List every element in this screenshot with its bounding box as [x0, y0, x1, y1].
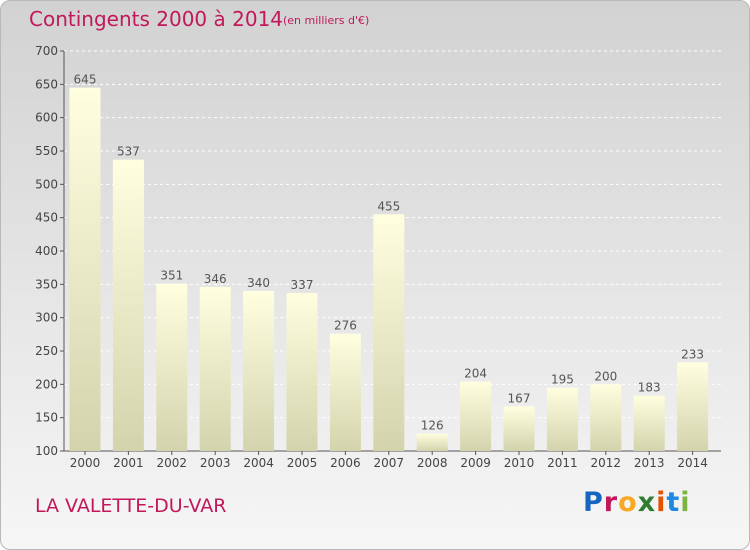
x-tick-label-2006: 2006 [330, 456, 361, 470]
logo-letter: t [666, 487, 681, 518]
x-tick-label-2005: 2005 [287, 456, 318, 470]
x-tick-label-2013: 2013 [634, 456, 665, 470]
x-tick-label-2000: 2000 [70, 456, 101, 470]
y-tick-label: 350 [35, 277, 58, 291]
y-tick-label: 600 [35, 111, 58, 125]
y-tick-label: 100 [35, 444, 58, 458]
x-tick-label-2002: 2002 [157, 456, 188, 470]
x-tick-label-2001: 2001 [113, 456, 144, 470]
y-tick-label: 150 [35, 411, 58, 425]
bar-2010 [503, 406, 535, 451]
bar-2007 [373, 214, 405, 451]
data-label-2010: 167 [508, 391, 531, 405]
bar-2000 [69, 87, 101, 452]
x-tick-label-2009: 2009 [460, 456, 491, 470]
y-tick-label: 650 [35, 77, 58, 91]
x-tick-label-2012: 2012 [591, 456, 622, 470]
data-label-2001: 537 [117, 145, 140, 159]
data-label-2005: 337 [291, 278, 314, 292]
chart-title: Contingents 2000 à 2014 [29, 7, 284, 31]
data-label-2004: 340 [247, 276, 270, 290]
data-label-2002: 351 [160, 269, 183, 283]
bar-2013 [633, 395, 665, 451]
bar-2009 [460, 381, 492, 451]
y-tick-label: 300 [35, 311, 58, 325]
data-label-2013: 183 [638, 381, 661, 395]
data-label-2009: 204 [464, 367, 487, 381]
x-tick-label-2014: 2014 [677, 456, 708, 470]
x-tick-label-2011: 2011 [547, 456, 578, 470]
bar-2008 [416, 433, 448, 451]
bar-2014 [677, 362, 709, 451]
data-labels: 645 537 351 346 340 337 276 455 126 204 167 195 200 1… [74, 73, 705, 433]
bar-2005 [286, 293, 318, 451]
x-tick-label-2008: 2008 [417, 456, 448, 470]
data-label-2003: 346 [204, 272, 227, 286]
logo-letter: i [656, 487, 667, 518]
y-tick-label: 200 [35, 377, 58, 391]
logo-letter: r [603, 487, 619, 518]
bar-2002 [156, 283, 188, 451]
data-label-2007: 455 [377, 199, 400, 213]
x-tick-label-2004: 2004 [243, 456, 274, 470]
bar-2001 [112, 159, 144, 451]
bar-2004 [243, 291, 275, 451]
y-tick-label: 700 [35, 44, 58, 58]
bar-2003 [199, 287, 231, 451]
bar-2006 [329, 333, 361, 451]
x-tick-label-2010: 2010 [504, 456, 535, 470]
x-tick-label-2007: 2007 [374, 456, 405, 470]
data-label-2008: 126 [421, 419, 444, 433]
bars [69, 87, 709, 452]
y-tick-label: 550 [35, 144, 58, 158]
place-name: LA VALETTE-DU-VAR [35, 495, 227, 517]
x-tick-label-2003: 2003 [200, 456, 231, 470]
data-label-2012: 200 [594, 369, 617, 383]
tick-labels: 100 150 200 250 300 350 400 450 500 550 600 650 700 2… [35, 44, 708, 470]
chart-subtitle: (en milliers d'€) [283, 14, 370, 27]
logo-letter: o [618, 487, 638, 518]
y-tick-label: 400 [35, 244, 58, 258]
proxiti-logo[interactable]: Proxiti [583, 487, 691, 518]
data-label-2006: 276 [334, 319, 357, 333]
bar-2011 [546, 387, 578, 451]
data-label-2011: 195 [551, 373, 574, 387]
y-tick-label: 450 [35, 211, 58, 225]
y-tick-label: 500 [35, 177, 58, 191]
logo-letter: i [680, 487, 691, 518]
data-label-2000: 645 [74, 73, 97, 87]
logo-letter: P [583, 487, 604, 518]
bar-2012 [590, 384, 622, 451]
y-tick-label: 250 [35, 344, 58, 358]
logo-letter: x [637, 487, 657, 518]
data-label-2014: 233 [681, 347, 704, 361]
